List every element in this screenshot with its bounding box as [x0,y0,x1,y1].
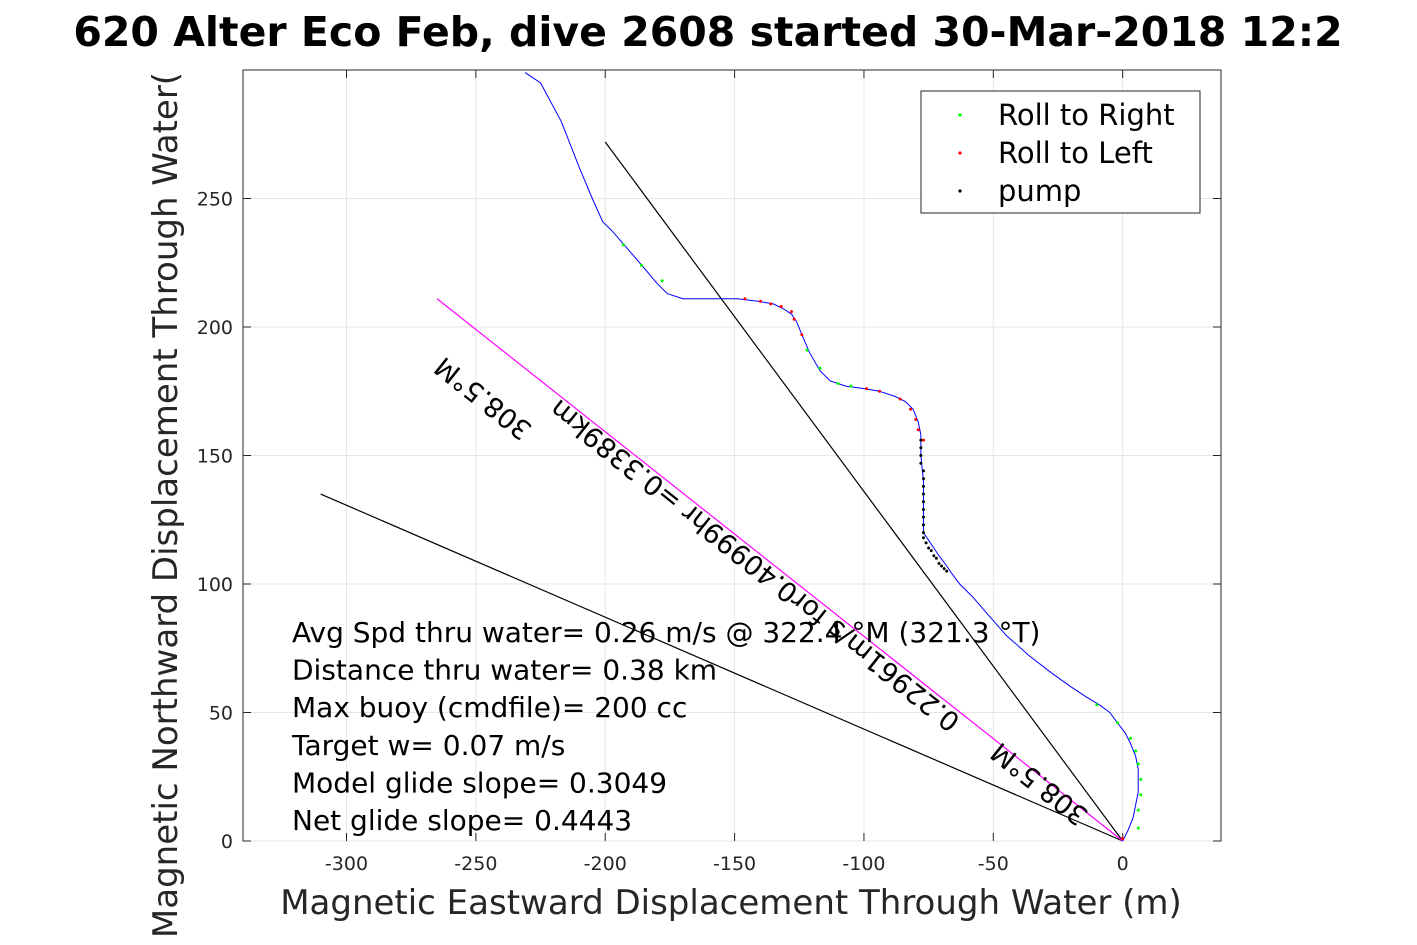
roll-left-point [800,333,804,337]
x-tick-label: -200 [584,853,627,875]
x-tick-label: -50 [978,853,1009,875]
legend-label-pump: pump [998,174,1081,208]
pump-point [919,446,923,450]
roll-right-point [639,263,643,267]
pump-point [921,531,925,535]
y-tick-label: 0 [221,831,233,853]
roll-right-point [1128,736,1132,740]
pump-point [937,561,941,565]
pump-point [921,500,925,504]
track-line [524,72,1139,842]
pump-point [929,549,933,553]
roll-right-point [1136,808,1140,812]
annotations: Avg Spd thru water= 0.26 m/s @ 322.4 °M … [291,616,1040,837]
x-tick-label: -300 [325,853,368,875]
grid [243,70,1221,842]
x-tick-label: -150 [713,853,756,875]
legend: Roll to Right Roll to Left pump [920,90,1201,214]
annotation-line: Model glide slope= 0.3049 [292,766,667,799]
roll-right-point [1139,793,1143,797]
legend-marker-pump [958,189,962,193]
roll-left-point [743,297,747,301]
roll-right-point [660,279,664,283]
roll-left-point [898,397,902,401]
legend-marker-roll-right [958,113,962,117]
roll-right-point [818,366,822,370]
legend-marker-roll-left [958,151,962,155]
roll-left-point [790,310,794,314]
roll-right-point [1116,721,1120,725]
roll-left-point [865,387,869,391]
y-tick-label: 100 [197,574,233,596]
roll-left-point [916,428,920,432]
pump-point [919,438,923,442]
pump-point [934,556,938,560]
x-tick-label: -250 [454,853,497,875]
pump-point [921,515,925,519]
roll-right-point [621,243,625,247]
roll-left-point [877,389,881,393]
roll-left-point [914,418,918,422]
magenta-line [436,298,1124,842]
y-axis-label: Magnetic Northward Displacement Through … [146,72,186,938]
pump-point [921,507,925,511]
y-tick-label: 200 [197,317,233,339]
x-tick-label: 0 [1117,853,1129,875]
pump-point [927,546,931,550]
track [524,72,1139,842]
legend-label-roll-left: Roll to Left [998,136,1153,170]
pump-point [921,477,925,481]
y-ticks: 0 50 100 150 200 250 [197,189,1221,853]
roll-right-point [1095,703,1099,707]
roll-right-point [849,384,853,388]
reference-lines [320,141,1124,842]
annotation-line: Distance thru water= 0.38 km [292,654,717,687]
pump-point [921,523,925,527]
legend-label-roll-right: Roll to Right [998,98,1175,132]
y-tick-label: 50 [209,703,233,725]
x-tick-label: -100 [842,853,885,875]
roll-left-point [1121,836,1125,840]
roll-left-point [769,302,773,306]
roll-right-point [1134,749,1138,753]
y-tick-label: 250 [197,189,233,211]
roll-left-point [921,438,925,442]
markers [621,243,1143,840]
pump-point [940,564,944,568]
black-line-lower [320,493,1123,842]
annotation-line: Avg Spd thru water= 0.26 m/s @ 322.4 °M … [292,616,1040,649]
x-ticks: -300 -250 -200 -150 -100 -50 0 [325,70,1129,875]
black-line-upper [604,141,1124,842]
annotation-line: Net glide slope= 0.4443 [292,804,632,837]
annotation-line: Max buoy (cmdfile)= 200 cc [292,691,687,724]
pump-point [945,569,949,573]
pump-point [921,469,925,473]
annotation-line: Target w= 0.07 m/s [291,729,565,762]
roll-right-point [1136,826,1140,830]
pump-point [932,554,936,558]
pump-point [924,541,928,545]
pump-point [919,454,923,457]
roll-right-point [1139,777,1143,781]
x-axis-label: Magnetic Eastward Displacement Through W… [280,883,1182,923]
pump-point [921,484,925,488]
pump-point [921,492,925,496]
roll-right-point [836,382,840,386]
roll-left-point [779,304,783,308]
pump-point [942,567,946,571]
pump-point [921,536,925,540]
roll-left-point [909,407,913,411]
y-tick-label: 150 [197,446,233,468]
pump-point [919,461,923,465]
roll-right-point [805,348,809,352]
chart-title: 620 Alter Eco Feb, dive 2608 started 30-… [73,8,1342,56]
roll-right-point [1136,762,1140,766]
legend-box [920,90,1201,214]
roll-left-point [792,317,796,321]
roll-left-point [758,299,762,303]
